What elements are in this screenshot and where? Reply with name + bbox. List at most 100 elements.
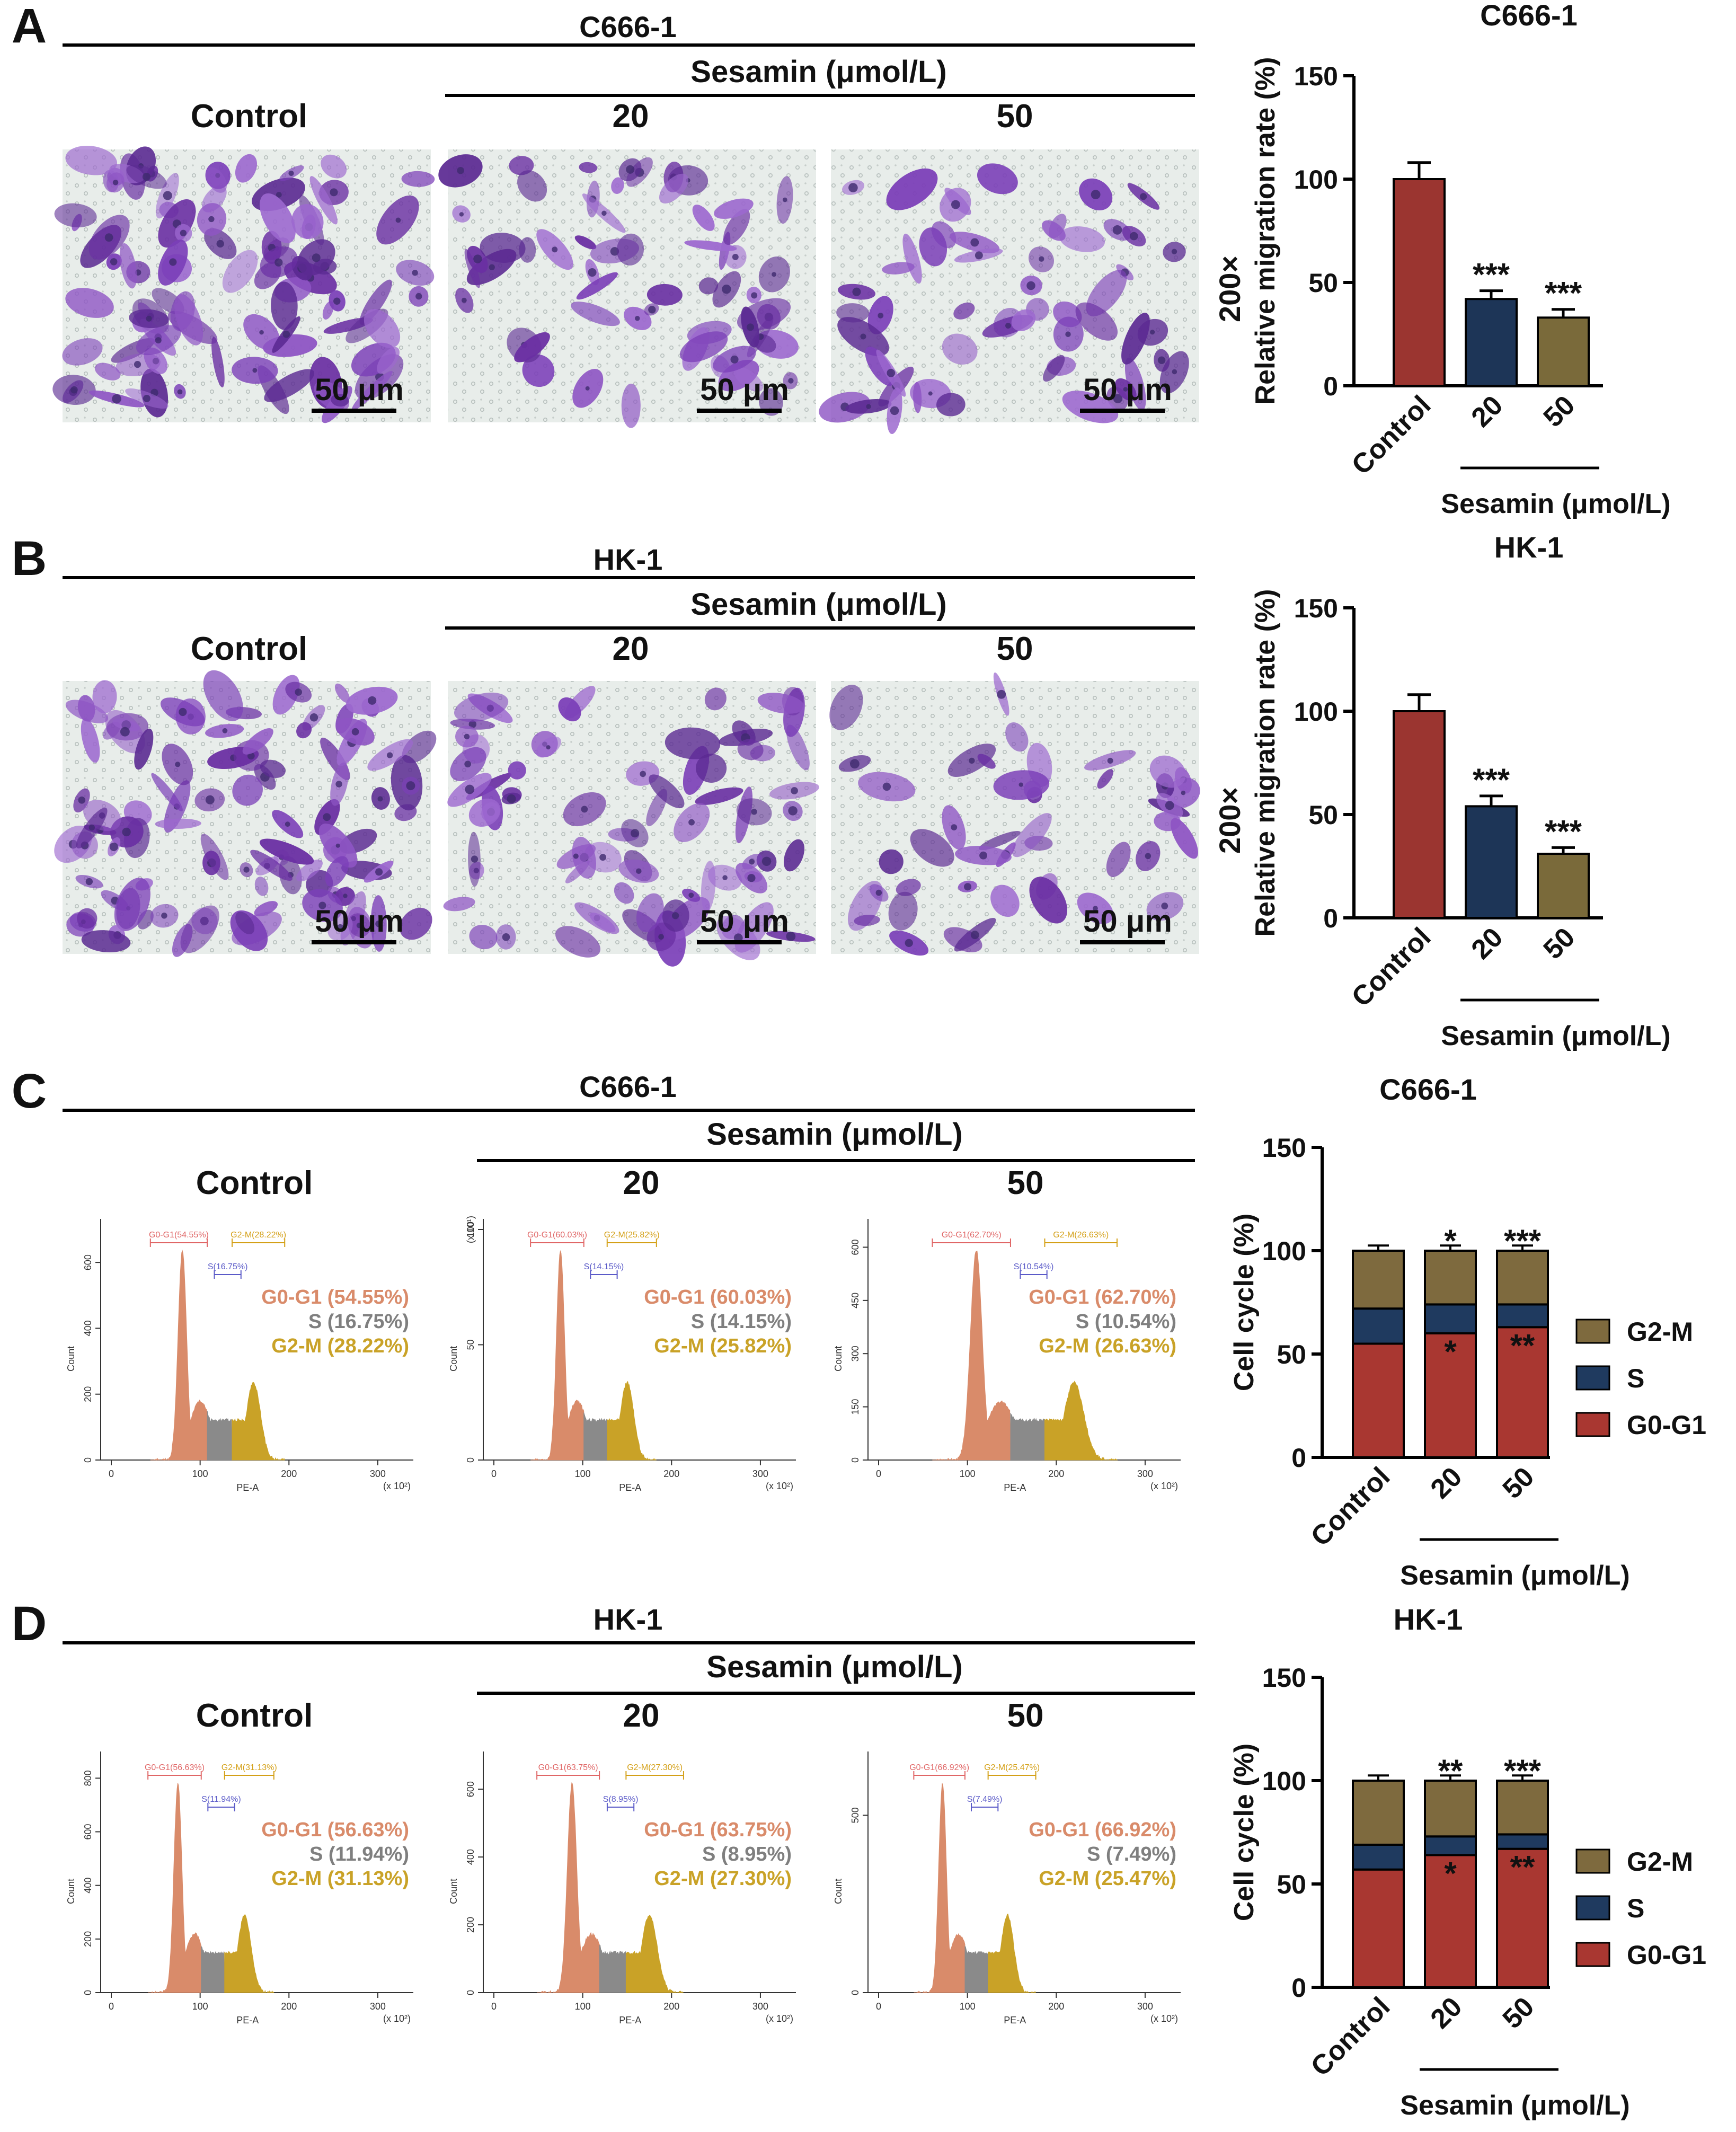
hist-region-g2m bbox=[232, 1382, 285, 1461]
stained-cell bbox=[151, 773, 183, 812]
scale-bar-label: 50 μm bbox=[315, 904, 404, 939]
stained-cell bbox=[1029, 877, 1067, 924]
stained-cell bbox=[77, 695, 95, 722]
stained-cell bbox=[854, 915, 880, 926]
cell-nucleus bbox=[1129, 232, 1138, 241]
stack-segment-G2-M bbox=[1496, 1250, 1549, 1306]
stack-segment-G2-M bbox=[1352, 1780, 1405, 1846]
cell-nucleus bbox=[312, 253, 321, 262]
cell-nucleus bbox=[791, 787, 798, 794]
stained-cell bbox=[296, 722, 312, 739]
hist-x-label: PE-A bbox=[1004, 1482, 1026, 1493]
y-tick-label: 100 bbox=[1294, 165, 1338, 194]
stained-cell bbox=[723, 209, 750, 245]
treatment-title: Sesamin (μmol/L) bbox=[690, 587, 946, 622]
cell-nucleus bbox=[406, 781, 415, 791]
cell-nucleus bbox=[318, 901, 326, 909]
stained-cell bbox=[469, 925, 498, 950]
legend-label: G2-M bbox=[1627, 1317, 1693, 1347]
stained-cell bbox=[953, 302, 975, 320]
cell-nucleus bbox=[134, 361, 141, 368]
legend-swatch bbox=[1575, 1895, 1610, 1921]
stained-cell bbox=[696, 754, 727, 783]
hist-region-s bbox=[1010, 1412, 1046, 1461]
cell-nucleus bbox=[415, 293, 422, 300]
cell-nucleus bbox=[722, 284, 731, 294]
cell-nucleus bbox=[848, 183, 858, 192]
scale-bar-label: 50 μm bbox=[700, 373, 789, 407]
y-tick-label: 0 bbox=[1291, 1973, 1306, 2003]
hist-y-tick-label: 400 bbox=[83, 1320, 93, 1336]
hist-y-tick-label: 600 bbox=[83, 1254, 93, 1270]
stained-cell bbox=[977, 754, 996, 769]
stained-cell bbox=[679, 331, 728, 362]
condition-label-control: Control bbox=[196, 1165, 313, 1201]
stained-cell bbox=[92, 680, 117, 714]
hist-region-g0g1 bbox=[148, 1783, 202, 1993]
cell-nucleus bbox=[658, 934, 664, 940]
stained-cell bbox=[1086, 270, 1127, 317]
hist-x-multiplier: (x 10²) bbox=[1150, 2013, 1178, 2024]
stained-cell bbox=[936, 393, 966, 417]
hist-x-tick-label: 0 bbox=[109, 1468, 114, 1479]
stained-cell bbox=[902, 233, 922, 284]
stained-cell bbox=[65, 146, 117, 175]
gate-label-g0g1: G0-G1(63.75%) bbox=[538, 1763, 598, 1772]
gate-label-s: S(10.54%) bbox=[1014, 1262, 1054, 1271]
y-axis-label: Cell cycle (%) bbox=[1229, 1744, 1260, 1921]
stained-cell bbox=[882, 262, 915, 275]
significance-marker: ** bbox=[1510, 1850, 1535, 1885]
cell-nucleus bbox=[648, 306, 656, 314]
stained-cell bbox=[206, 167, 227, 193]
cell-nucleus bbox=[457, 166, 464, 174]
hist-y-tick-label: 450 bbox=[850, 1293, 861, 1308]
x-tick-label: 50 bbox=[1497, 1991, 1540, 2034]
stained-cell bbox=[737, 739, 764, 760]
cell-nucleus bbox=[468, 720, 477, 728]
cell-nucleus bbox=[412, 270, 418, 276]
cell-line-title: HK-1 bbox=[594, 1603, 663, 1636]
stained-cell bbox=[222, 250, 258, 293]
cell-nucleus bbox=[1026, 281, 1035, 290]
summary-s: S (11.94%) bbox=[309, 1843, 409, 1865]
stained-cell bbox=[558, 697, 581, 722]
stained-cell bbox=[1011, 309, 1036, 331]
summary-g0g1: G0-G1 (60.03%) bbox=[644, 1286, 792, 1308]
cell-nucleus bbox=[208, 216, 215, 223]
hist-region-g0g1 bbox=[530, 1250, 584, 1461]
cell-nucleus bbox=[970, 931, 979, 940]
hist-x-tick-label: 0 bbox=[876, 2001, 881, 2012]
cell-nucleus bbox=[112, 180, 119, 185]
hist-y-tick-label: 200 bbox=[465, 1917, 476, 1933]
hist-x-tick-label: 0 bbox=[876, 1468, 881, 1479]
hist-y-multiplier: (x 10¹) bbox=[465, 1216, 476, 1243]
cell-nucleus bbox=[122, 827, 131, 837]
cell-nucleus bbox=[309, 713, 318, 722]
legend-label: G0-G1 bbox=[1627, 1410, 1706, 1440]
x-group-label: Sesamin (μmol/L) bbox=[1400, 2090, 1629, 2121]
panel-letter: A bbox=[12, 0, 47, 53]
stained-cell bbox=[94, 362, 121, 381]
stained-cell bbox=[614, 882, 634, 904]
stained-cell bbox=[1124, 357, 1146, 411]
gate-label-s: S(14.15%) bbox=[584, 1262, 624, 1271]
gate-label-g2m: G2-M(28.22%) bbox=[231, 1231, 286, 1240]
stained-cell bbox=[977, 163, 1018, 194]
gate-label-s: S(7.49%) bbox=[967, 1795, 1003, 1804]
hist-region-s bbox=[207, 1411, 233, 1461]
stained-cell bbox=[886, 168, 938, 210]
cell-cycle-histogram: 0 100 200 300 (x 10²) PE-A 0 200 400 600 Count G0-G… bbox=[66, 1219, 413, 1493]
cell-nucleus bbox=[104, 233, 113, 242]
hist-x-multiplier: (x 10²) bbox=[1150, 1481, 1178, 1491]
hist-x-tick-label: 300 bbox=[752, 1468, 768, 1479]
treatment-title: Sesamin (μmol/L) bbox=[706, 1117, 962, 1152]
legend: G2-M S G0-G1 bbox=[1575, 1847, 1706, 1970]
stained-cell bbox=[334, 683, 350, 703]
stained-cell bbox=[443, 897, 475, 912]
stained-cell bbox=[260, 759, 286, 779]
stack-segment-G0-G1 bbox=[1352, 1342, 1405, 1458]
condition-label-control: Control bbox=[196, 1697, 313, 1734]
cell-nucleus bbox=[368, 696, 377, 705]
